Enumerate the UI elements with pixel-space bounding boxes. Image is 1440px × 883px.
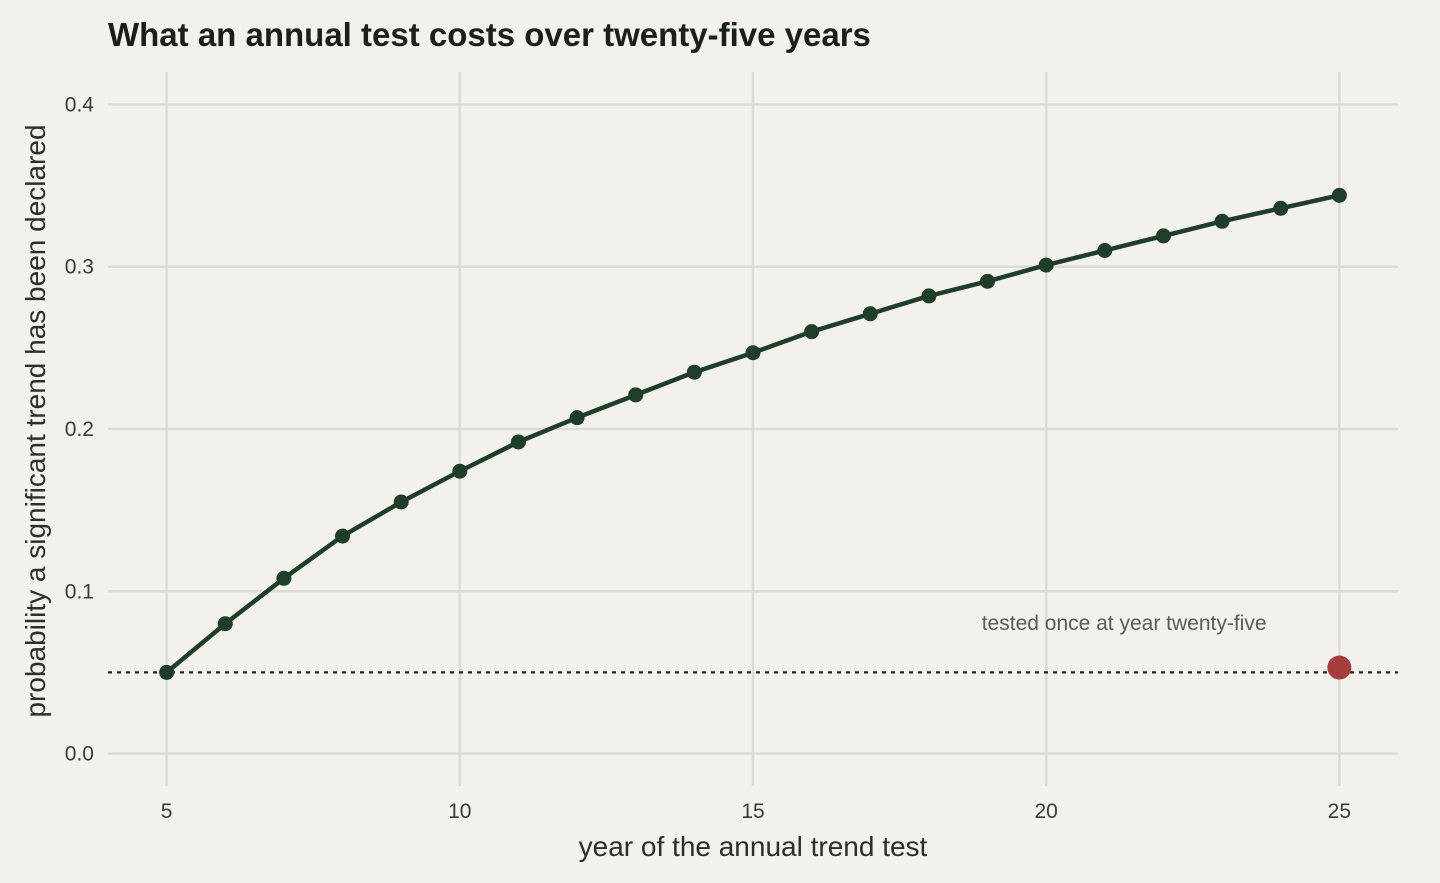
data-point xyxy=(1331,187,1347,203)
data-point xyxy=(1155,228,1171,244)
data-point xyxy=(862,306,878,322)
y-tick-label: 0.0 xyxy=(65,743,94,766)
x-tick-label: 20 xyxy=(1035,800,1058,823)
series-group xyxy=(159,187,1352,680)
data-point xyxy=(980,273,996,289)
chart-title: What an annual test costs over twenty-fi… xyxy=(108,16,871,53)
x-tick-label: 5 xyxy=(161,800,173,823)
data-point xyxy=(335,528,351,544)
data-point xyxy=(628,387,644,403)
x-tick-label: 10 xyxy=(448,800,471,823)
data-point xyxy=(1273,200,1289,216)
x-tick-label: 25 xyxy=(1328,800,1351,823)
grid-lines xyxy=(108,72,1398,786)
data-point xyxy=(804,324,820,340)
annotation-label: tested once at year twenty-five xyxy=(982,612,1267,635)
data-point xyxy=(159,664,175,680)
y-tick-label: 0.2 xyxy=(65,418,94,441)
data-point xyxy=(1214,213,1230,229)
data-point xyxy=(510,434,526,450)
data-point xyxy=(686,364,702,380)
data-point xyxy=(569,410,585,426)
y-tick-label: 0.4 xyxy=(65,93,95,116)
x-tick-label: 15 xyxy=(741,800,764,823)
x-axis-label: year of the annual trend test xyxy=(579,831,928,862)
data-point xyxy=(921,288,937,304)
data-point xyxy=(217,616,233,632)
y-tick-label: 0.1 xyxy=(65,580,94,603)
y-axis-label: probability a significant trend has been… xyxy=(20,124,51,717)
y-tick-label: 0.3 xyxy=(65,256,94,279)
highlight-point xyxy=(1327,655,1352,680)
data-point xyxy=(1097,243,1113,258)
data-point xyxy=(276,570,292,586)
data-point xyxy=(745,345,761,361)
data-point xyxy=(393,494,409,510)
data-point xyxy=(1038,257,1054,273)
data-point xyxy=(452,463,468,479)
tick-labels: 5 10 15 20 25 0.0 0.1 0.2 0.3 0.4 xyxy=(65,93,1351,823)
